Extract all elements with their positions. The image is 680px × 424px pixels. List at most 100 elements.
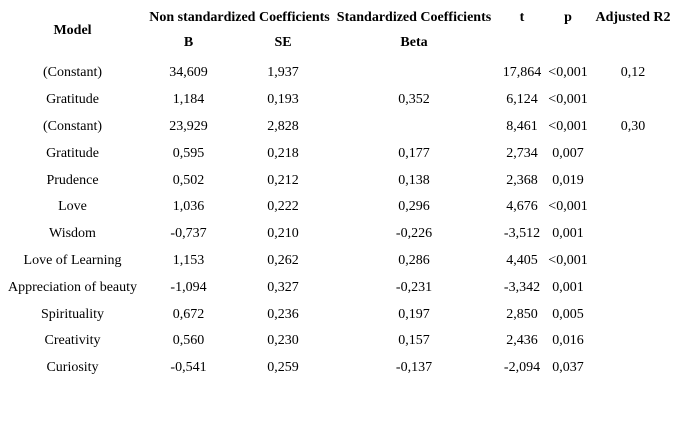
cell-t: 4,405: [506, 252, 538, 268]
cell-b: 1,036: [172, 199, 205, 215]
table-row: Creativity 0,560 0,230 0,157 2,436 0,016: [0, 328, 680, 355]
cell-se: 0,230: [267, 333, 299, 349]
cell-model: Wisdom: [49, 226, 96, 242]
table-row: Love 1,036 0,222 0,296 4,676 <0,001: [0, 194, 680, 221]
cell-beta: 0,197: [398, 306, 430, 322]
cell-model: Love of Learning: [23, 252, 122, 268]
cell-se: 0,327: [267, 279, 299, 295]
cell-model: Spirituality: [41, 306, 104, 322]
cell-beta: [334, 60, 494, 87]
cell-b: -1,094: [170, 279, 207, 295]
cell-adj-r2: [586, 194, 680, 221]
cell-model: Prudence: [46, 172, 99, 188]
cell-adj-r2: [586, 87, 680, 114]
cell-adj-r2: [586, 248, 680, 275]
table-row: Wisdom -0,737 0,210 -0,226 -3,512 0,001: [0, 221, 680, 248]
cell-model: (Constant): [42, 118, 103, 134]
cell-se: 0,193: [267, 92, 299, 108]
cell-adj-r2: [586, 140, 680, 167]
cell-t: 2,436: [506, 333, 538, 349]
table-row: Gratitude 0,595 0,218 0,177 2,734 0,007: [0, 140, 680, 167]
cell-b: -0,737: [170, 226, 207, 242]
cell-adj-r2: [586, 355, 680, 382]
cell-t: -3,342: [503, 279, 541, 295]
header-t: t: [519, 10, 525, 25]
header-b: B: [183, 35, 194, 50]
cell-b: 1,184: [172, 92, 205, 108]
cell-adj-r2: [586, 274, 680, 301]
cell-p: <0,001: [548, 92, 588, 108]
cell-p: <0,001: [548, 252, 588, 268]
cell-adj-r2: 0,12: [620, 65, 646, 81]
cell-b: 34,609: [169, 65, 208, 81]
cell-beta: 0,352: [398, 92, 430, 108]
table-row: (Constant) 23,929 2,828 8,461 <0,001 0,3…: [0, 114, 680, 141]
cell-p: <0,001: [548, 199, 588, 215]
cell-beta: -0,231: [395, 279, 433, 295]
cell-p: 0,001: [552, 226, 584, 242]
table-row: Prudence 0,502 0,212 0,138 2,368 0,019: [0, 167, 680, 194]
cell-model: Gratitude: [46, 92, 99, 108]
cell-se: 0,262: [267, 252, 299, 268]
header-adjusted-r2: Adjusted R2: [595, 10, 671, 25]
cell-adj-r2: 0,30: [620, 118, 646, 134]
cell-t: 2,850: [506, 306, 538, 322]
cell-b: 23,929: [169, 118, 208, 134]
table-row: Gratitude 1,184 0,193 0,352 6,124 <0,001: [0, 87, 680, 114]
cell-adj-r2: [586, 328, 680, 355]
cell-p: 0,005: [552, 306, 584, 322]
table-row: Spirituality 0,672 0,236 0,197 2,850 0,0…: [0, 301, 680, 328]
cell-p: 0,037: [552, 360, 584, 376]
cell-model: Creativity: [44, 333, 101, 349]
cell-se: 0,210: [267, 226, 299, 242]
cell-se: 2,828: [267, 118, 299, 134]
table-body: (Constant) 34,609 1,937 17,864 <0,001 0,…: [0, 60, 680, 382]
cell-t: 17,864: [502, 65, 542, 81]
cell-adj-r2: [586, 167, 680, 194]
cell-se: 0,218: [267, 145, 299, 161]
cell-se: 0,259: [267, 360, 299, 376]
cell-t: 8,461: [506, 118, 538, 134]
table-row: Appreciation of beauty -1,094 0,327 -0,2…: [0, 274, 680, 301]
cell-model: Appreciation of beauty: [7, 279, 138, 295]
cell-b: -0,541: [170, 360, 207, 376]
regression-table: Model Non standardized Coefficients Stan…: [0, 6, 680, 382]
table-row: Curiosity -0,541 0,259 -0,137 -2,094 0,0…: [0, 355, 680, 382]
cell-adj-r2: [586, 301, 680, 328]
cell-beta: [334, 114, 494, 141]
cell-model: Gratitude: [46, 145, 99, 161]
cell-beta: 0,286: [398, 252, 430, 268]
cell-model: Love: [58, 199, 87, 215]
cell-b: 0,595: [172, 145, 205, 161]
cell-se: 0,212: [267, 172, 299, 188]
header-group-standardized: Standardized Coefficients: [336, 10, 492, 25]
table-header: Model Non standardized Coefficients Stan…: [0, 6, 680, 56]
cell-p: <0,001: [548, 118, 588, 134]
cell-beta: 0,296: [398, 199, 430, 215]
cell-se: 0,236: [267, 306, 299, 322]
cell-adj-r2: [586, 221, 680, 248]
cell-beta: 0,138: [398, 172, 430, 188]
cell-beta: -0,137: [395, 360, 433, 376]
cell-t: -2,094: [503, 360, 541, 376]
cell-t: 2,734: [506, 145, 538, 161]
cell-t: 2,368: [506, 172, 538, 188]
cell-p: 0,019: [552, 172, 584, 188]
table-row: (Constant) 34,609 1,937 17,864 <0,001 0,…: [0, 60, 680, 87]
cell-model: (Constant): [42, 65, 103, 81]
cell-t: 6,124: [506, 92, 538, 108]
cell-se: 0,222: [267, 199, 299, 215]
cell-b: 0,502: [172, 172, 205, 188]
cell-model: Curiosity: [46, 360, 99, 376]
cell-beta: -0,226: [395, 226, 433, 242]
cell-b: 1,153: [172, 252, 205, 268]
cell-b: 0,672: [172, 306, 205, 322]
header-beta: Beta: [400, 35, 428, 50]
header-p: p: [564, 10, 572, 25]
cell-t: 4,676: [506, 199, 538, 215]
cell-beta: 0,177: [398, 145, 430, 161]
header-model: Model: [53, 23, 92, 38]
cell-p: 0,007: [552, 145, 584, 161]
header-se: SE: [274, 35, 292, 50]
